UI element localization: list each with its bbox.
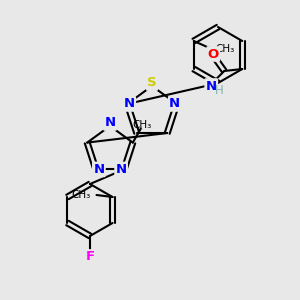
Text: H: H bbox=[215, 85, 224, 98]
Text: N: N bbox=[93, 163, 104, 176]
Text: S: S bbox=[147, 76, 157, 89]
Text: N: N bbox=[124, 98, 135, 110]
Text: CH₃: CH₃ bbox=[132, 120, 152, 130]
Text: N: N bbox=[206, 80, 217, 92]
Text: N: N bbox=[104, 116, 116, 130]
Text: F: F bbox=[85, 250, 94, 263]
Text: CH₃: CH₃ bbox=[71, 190, 91, 200]
Text: N: N bbox=[169, 98, 180, 110]
Text: CH₃: CH₃ bbox=[216, 44, 235, 54]
Text: N: N bbox=[116, 163, 127, 176]
Text: O: O bbox=[208, 47, 219, 61]
